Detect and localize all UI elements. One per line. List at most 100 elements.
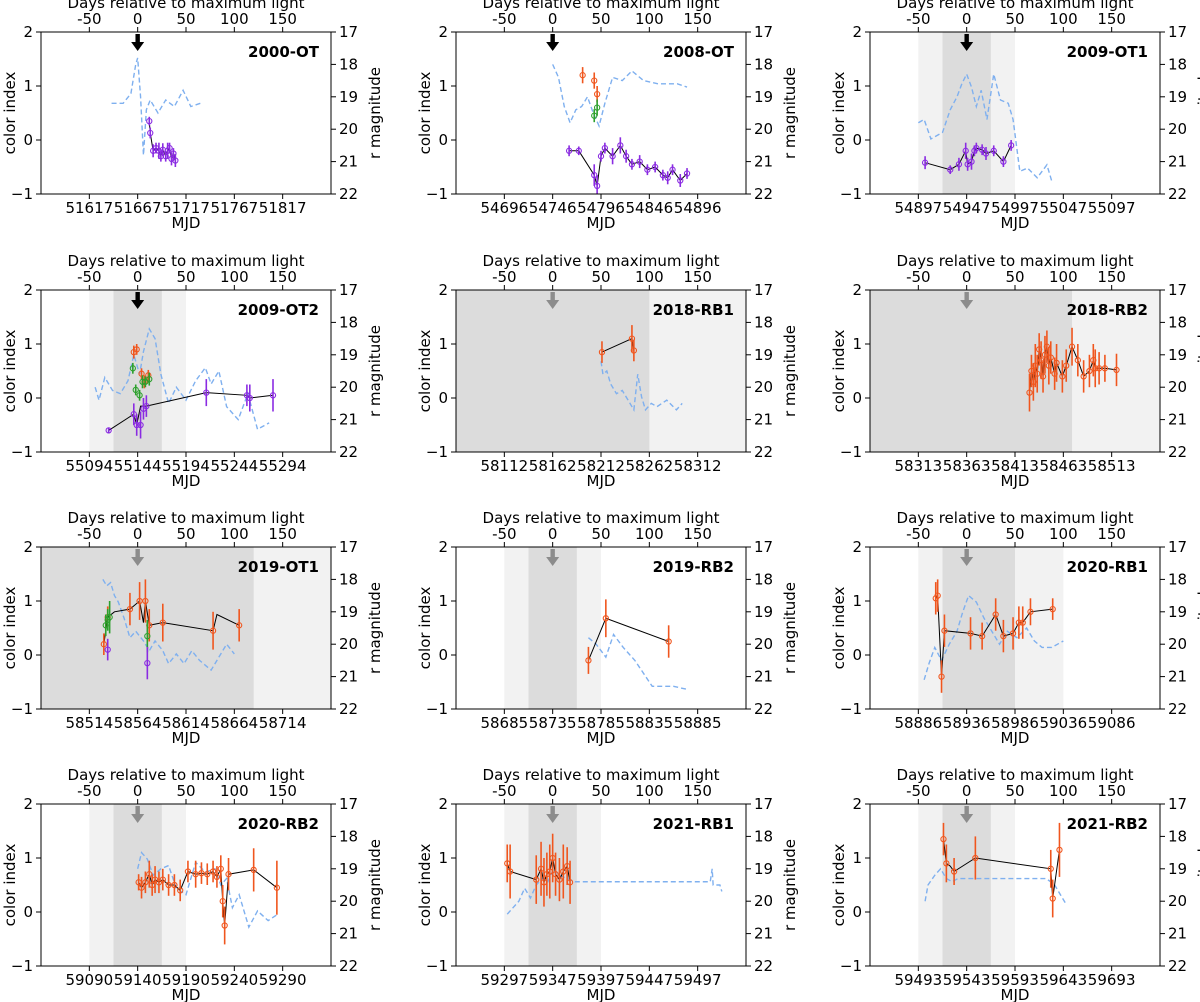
x2-tick-label: 150 [683,525,712,543]
y2-tick-label: 20 [1168,635,1187,653]
plot-area [917,32,1053,194]
x2-tick-label: 0 [548,10,558,28]
plot-area [111,57,201,167]
data-point-orange [1015,619,1023,626]
data-point-purple [1007,142,1015,149]
x2-tick-label: 0 [133,10,143,28]
data-point-orange [1039,373,1047,380]
x-axis-title: MJD [172,729,201,747]
x-tick-label: 59543 [943,971,991,989]
y-tick-label: −1 [11,443,33,461]
data-point-green [132,386,139,394]
data-point-purple [636,158,643,165]
y2-tick-label: 17 [1168,23,1187,41]
y2-tick-label: 21 [1168,668,1187,686]
data-point-orange [566,879,574,886]
peak-arrow-shaft [964,806,969,814]
x-tick-label: 58986 [991,714,1039,732]
data-point-orange [213,873,221,881]
x-tick-label: 59643 [1039,971,1087,989]
right-axis-title: r magnitude [366,67,384,159]
r-band-light-curve [94,327,270,431]
data-point-orange [602,615,609,622]
data-point-orange [1059,373,1066,380]
left-axis-title: color index [416,844,434,927]
y2-tick-label: 21 [339,153,358,171]
data-point-orange [171,881,178,889]
y2-tick-label: 18 [339,827,358,845]
y2-tick-label: 17 [339,23,358,41]
peak-arrow-head [131,814,145,823]
top-axis-title: Days relative to maximum light [68,0,305,12]
y2-tick-label: 20 [754,892,773,910]
x-tick-label: 58363 [943,457,991,475]
x-tick-label: 54947 [943,199,991,217]
data-point-green [106,614,113,621]
y-tick-label: 0 [23,389,33,407]
y2-tick-label: 19 [339,603,358,621]
x-tick-label: 59036 [1039,714,1087,732]
x2-tick-label: 150 [1097,10,1126,28]
r-band-light-curve [552,64,688,129]
x-axis-title: MJD [587,214,616,232]
data-point-orange [219,898,226,905]
x-tick-label: 51767 [210,199,258,217]
top-axis-title: Days relative to maximum light [68,766,305,784]
x-axis-title: MJD [172,214,201,232]
y-tick-label: 2 [23,281,33,299]
data-point-orange [165,881,172,889]
panel-title: 2018-RB1 [653,301,734,319]
y2-tick-label: 19 [1168,860,1187,878]
shaded-region-dark [942,804,991,966]
peak-arrow-head [546,557,560,566]
top-axis-title: Days relative to maximum light [897,766,1134,784]
x-tick-label: 58112 [480,457,528,475]
plot-area [918,804,1067,966]
x-tick-label: 58785 [577,714,625,732]
x-axis-title: MJD [172,986,201,1002]
panel-title: 2019-RB2 [653,558,734,576]
x2-tick-label: 50 [176,10,195,28]
x2-tick-label: 0 [962,782,972,800]
y2-tick-label: 21 [1168,153,1187,171]
panel-2020-RB2: 2020-RB2 59090 59140 59190 59240 59290 -50 0 50 1… [1,766,384,1002]
right-axis-title: r magnitude [366,325,384,417]
x-tick-label: 58614 [162,714,210,732]
y2-tick-label: 17 [339,281,358,299]
data-point-orange [221,922,228,929]
x-tick-label: 54696 [480,199,528,217]
x2-tick-label: 0 [548,268,558,286]
x2-tick-label: 100 [635,268,664,286]
y2-tick-label: 20 [339,378,358,396]
plot-area [89,290,277,452]
data-point-purple [144,659,151,667]
peak-arrow-shaft [135,292,140,300]
x2-tick-label: 150 [683,268,712,286]
y2-tick-label: 22 [339,700,358,718]
data-point-orange [972,854,979,862]
x-tick-label: 59693 [1088,971,1136,989]
y2-tick-label: 17 [1168,538,1187,556]
y2-tick-label: 21 [1168,925,1187,943]
right-axis-title: r magnitude [366,839,384,931]
y-tick-label: 2 [438,538,448,556]
data-point-orange [950,868,958,875]
y-tick-label: 1 [438,77,448,95]
y2-tick-label: 21 [1168,411,1187,429]
x-tick-label: 59447 [625,971,673,989]
left-axis-title: color index [416,330,434,413]
y-tick-label: 2 [852,281,862,299]
peak-arrow-shaft [135,549,140,557]
plot-area [456,290,746,452]
panel-title: 2008-OT [663,43,735,61]
y-tick-label: 2 [23,23,33,41]
x2-tick-label: 50 [1005,268,1024,286]
x-tick-label: 59090 [65,971,113,989]
x2-tick-label: 50 [1005,782,1024,800]
top-axis-title: Days relative to maximum light [483,509,720,527]
data-point-orange [273,884,281,891]
data-point-purple [921,159,929,166]
y-tick-label: 0 [23,903,33,921]
x2-tick-label: 150 [268,268,297,286]
y2-tick-label: 18 [339,313,358,331]
